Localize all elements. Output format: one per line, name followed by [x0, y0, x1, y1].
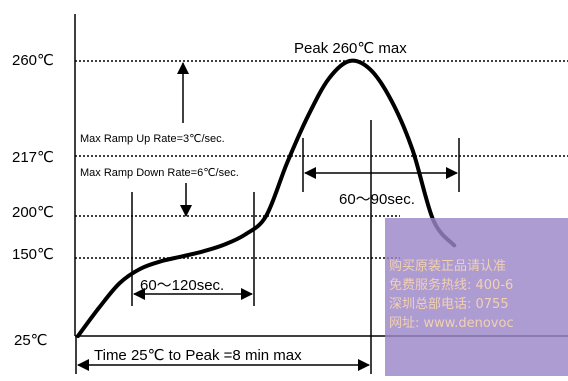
y-tick-25: 25℃ [14, 332, 48, 349]
ramp-up-annotation: Max Ramp Up Rate=3℃/sec. [80, 133, 225, 145]
soak-window-annotation: 60～120sec. [140, 277, 224, 294]
watermark-line-2: 免费服务热线: 400-6 [389, 277, 513, 293]
y-tick-217: 217℃ [12, 149, 54, 166]
time-to-peak-annotation: Time 25℃ to Peak =8 min max [94, 347, 302, 364]
peak-annotation: Peak 260℃ max [294, 40, 407, 57]
temperature-profile-curve [76, 58, 457, 338]
y-tick-200: 200℃ [12, 204, 54, 221]
ramp-down-annotation: Max Ramp Down Rate=6℃/sec. [80, 167, 239, 179]
watermark: 购买原装正品请认准 免费服务热线: 400-6 深圳总部电话: 0755 网址:… [385, 218, 568, 376]
y-tick-260: 260℃ [12, 52, 54, 69]
watermark-line-4: 网址: www.denovoc [389, 316, 514, 331]
liquidus-window-annotation: 60～90sec. [339, 191, 415, 208]
watermark-line-1: 购买原装正品请认准 [389, 258, 506, 274]
y-tick-150: 150℃ [12, 246, 54, 263]
watermark-line-3: 深圳总部电话: 0755 [389, 297, 509, 312]
watermark-box [385, 218, 568, 376]
